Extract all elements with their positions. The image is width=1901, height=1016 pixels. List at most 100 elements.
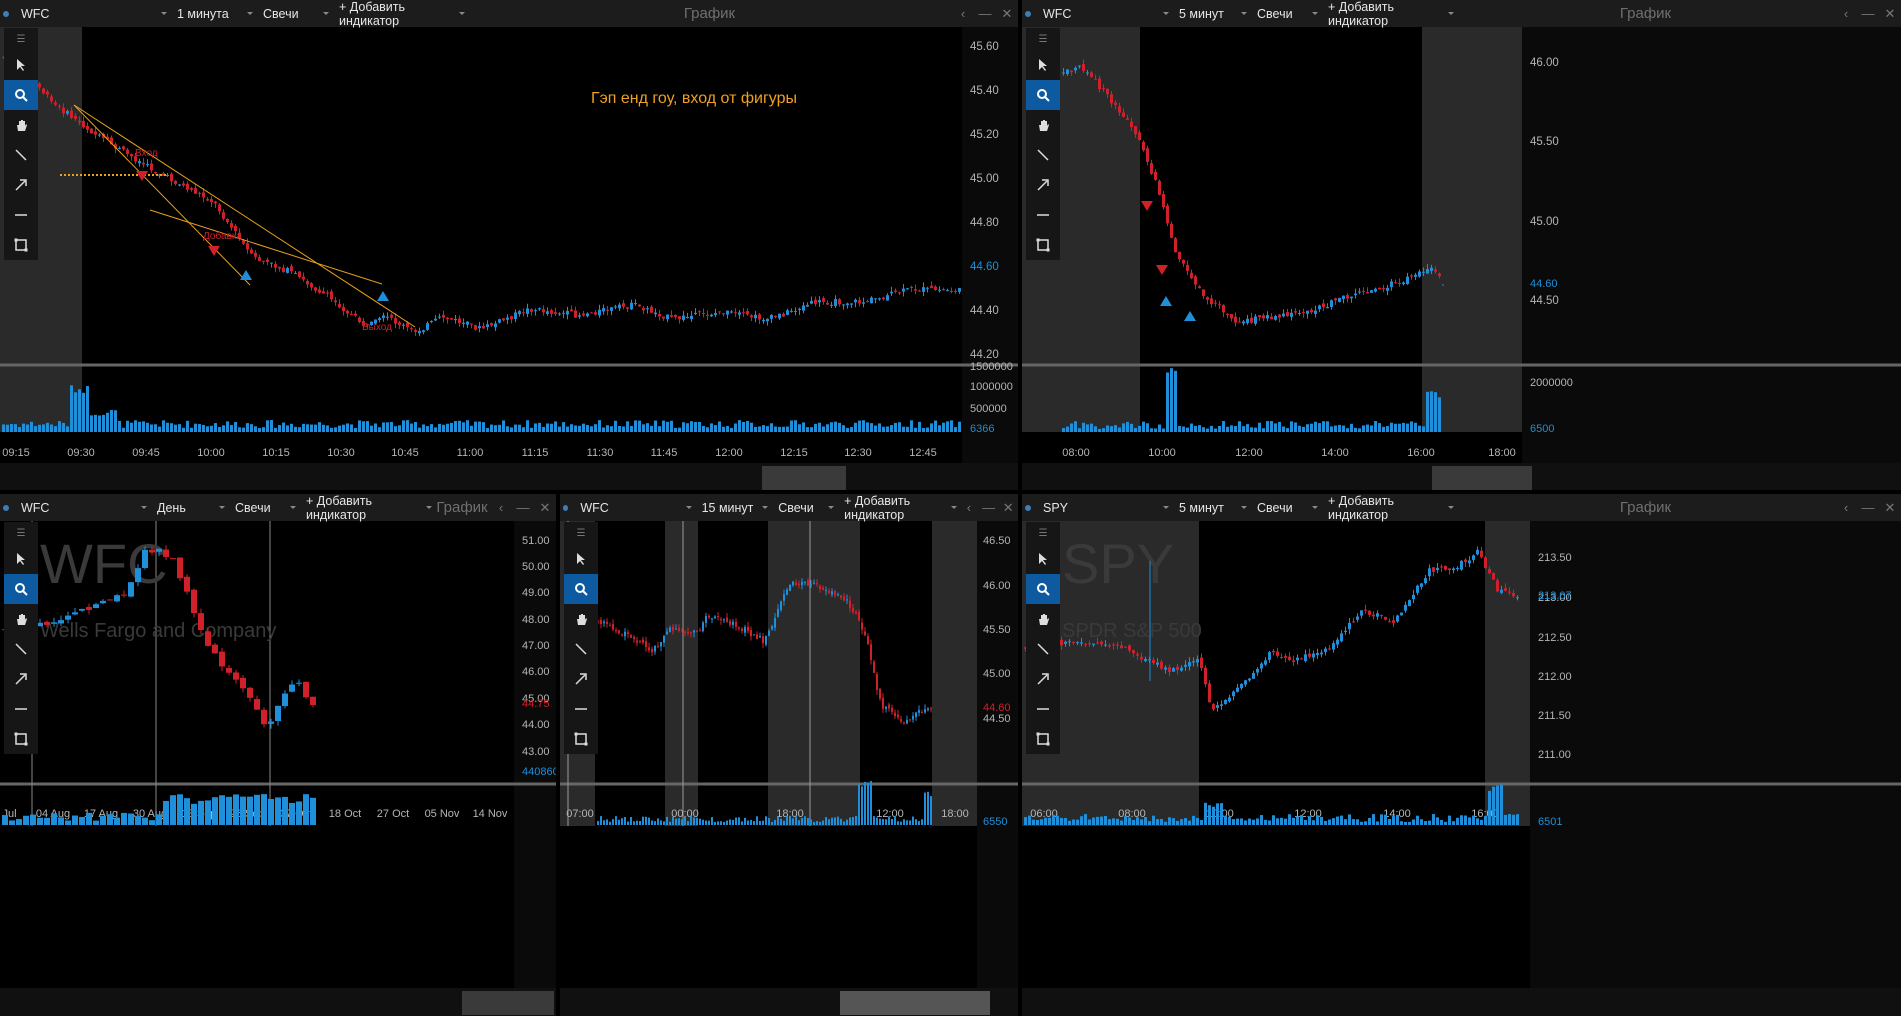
zoom-icon[interactable] (4, 574, 38, 604)
toolbar-grip-icon[interactable]: ☰ (16, 33, 26, 45)
line-icon[interactable] (564, 634, 598, 664)
hand-icon[interactable] (4, 110, 38, 140)
arrow-icon[interactable] (1026, 170, 1060, 200)
symbol-selector[interactable]: WFC (13, 0, 169, 27)
minimize-icon[interactable]: — (978, 6, 992, 21)
volume-bar (2, 424, 5, 432)
navigator-scrollbar[interactable] (0, 463, 1018, 490)
toolbar-grip-icon[interactable]: ☰ (1038, 527, 1048, 539)
navigator-thumb[interactable] (1432, 466, 1532, 490)
zoom-icon[interactable] (564, 574, 598, 604)
volume-bar (786, 426, 789, 432)
interval-selector[interactable]: 5 минут (1171, 494, 1249, 521)
link-dot-icon[interactable] (1025, 10, 1031, 17)
style-selector[interactable]: Свечи (227, 494, 298, 521)
add-indicator-button[interactable]: + Добавить индикатор (836, 494, 959, 522)
arrow-icon[interactable] (564, 664, 598, 694)
navigator-scrollbar[interactable] (1022, 463, 1901, 490)
add-indicator-button[interactable]: + Добавить индикатор (1320, 0, 1456, 28)
line-icon[interactable] (1026, 634, 1060, 664)
add-indicator-button[interactable]: + Добавить индикатор (1320, 494, 1456, 522)
style-selector[interactable]: Свечи (255, 0, 331, 27)
interval-selector[interactable]: День (149, 494, 227, 521)
arrow-icon[interactable] (4, 664, 38, 694)
toolbar-grip-icon[interactable]: ☰ (16, 527, 26, 539)
pointer-icon[interactable] (4, 50, 38, 80)
price-chart[interactable]: 46.00 45.50 45.00 44.50 44.60 2000000 6500 08:0… (1022, 27, 1901, 490)
pointer-icon[interactable] (564, 544, 598, 574)
navigator-scrollbar[interactable] (1022, 988, 1901, 1016)
rect-icon[interactable] (564, 724, 598, 754)
add-indicator-button[interactable]: + Добавить индикатор (298, 494, 434, 522)
time-axis-label: 16:00 (1407, 447, 1435, 459)
hand-icon[interactable] (1026, 110, 1060, 140)
pointer-icon[interactable] (4, 544, 38, 574)
close-icon[interactable]: ✕ (1001, 5, 1013, 21)
close-icon[interactable]: ✕ (1884, 499, 1896, 515)
pointer-icon[interactable] (1026, 544, 1060, 574)
hline-icon[interactable] (1026, 694, 1060, 724)
line-icon[interactable] (1026, 140, 1060, 170)
candle (878, 298, 881, 300)
hand-icon[interactable] (1026, 604, 1060, 634)
line-icon[interactable] (4, 140, 38, 170)
zoom-icon[interactable] (1026, 574, 1060, 604)
rect-icon[interactable] (4, 230, 38, 260)
chevron-left-icon[interactable]: ‹ (498, 500, 504, 515)
link-dot-icon[interactable] (1025, 504, 1031, 511)
rect-icon[interactable] (4, 724, 38, 754)
style-selector[interactable]: Свечи (1249, 0, 1320, 27)
symbol-selector[interactable]: WFC (572, 494, 693, 521)
toolbar-grip-icon[interactable]: ☰ (1038, 33, 1048, 45)
chevron-left-icon[interactable]: ‹ (1843, 500, 1849, 515)
chevron-left-icon[interactable]: ‹ (960, 6, 966, 21)
navigator-scrollbar[interactable] (0, 988, 556, 1016)
price-chart[interactable]: SPY SPDR S&P 500 213.50 213.00 212.50 212.00 2… (1022, 521, 1901, 1016)
link-dot-icon[interactable] (563, 504, 569, 511)
close-icon[interactable]: ✕ (1002, 499, 1014, 515)
rect-icon[interactable] (1026, 724, 1060, 754)
symbol-selector[interactable]: SPY (1035, 494, 1171, 521)
price-chart[interactable]: 45.60 45.40 45.20 45.00 44.80 44.60 44.40 44.20… (0, 27, 1018, 490)
chevron-left-icon[interactable]: ‹ (966, 500, 972, 515)
link-dot-icon[interactable] (3, 10, 9, 17)
link-dot-icon[interactable] (3, 504, 9, 511)
close-icon[interactable]: ✕ (539, 499, 551, 515)
hline-icon[interactable] (564, 694, 598, 724)
price-chart[interactable]: WFC Wells Fargo and Company 51.00 50.00 49.0… (0, 521, 556, 1016)
zoom-icon[interactable] (4, 80, 38, 110)
interval-selector[interactable]: 15 минут (694, 494, 771, 521)
zoom-icon[interactable] (1026, 80, 1060, 110)
toolbar-grip-icon[interactable]: ☰ (576, 527, 586, 539)
style-selector[interactable]: Свечи (1249, 494, 1320, 521)
navigator-scrollbar[interactable] (560, 988, 1018, 1016)
minimize-icon[interactable]: — (516, 500, 530, 515)
minimize-icon[interactable]: — (982, 500, 996, 515)
minimize-icon[interactable]: — (1861, 6, 1875, 21)
hline-icon[interactable] (4, 694, 38, 724)
symbol-selector[interactable]: WFC (13, 494, 149, 521)
navigator-thumb[interactable] (462, 991, 554, 1015)
rect-icon[interactable] (1026, 230, 1060, 260)
chevron-left-icon[interactable]: ‹ (1843, 6, 1849, 21)
style-selector[interactable]: Свечи (770, 494, 836, 521)
pointer-icon[interactable] (1026, 50, 1060, 80)
interval-selector[interactable]: 5 минут (1171, 0, 1249, 27)
hline-icon[interactable] (4, 200, 38, 230)
close-icon[interactable]: ✕ (1884, 5, 1896, 21)
symbol-selector[interactable]: WFC (1035, 0, 1171, 27)
interval-selector[interactable]: 1 минута (169, 0, 255, 27)
arrow-icon[interactable] (1026, 664, 1060, 694)
candle (1290, 312, 1293, 317)
candle (142, 549, 148, 568)
hand-icon[interactable] (564, 604, 598, 634)
add-indicator-button[interactable]: + Добавить индикатор (331, 0, 467, 28)
minimize-icon[interactable]: — (1861, 500, 1875, 515)
arrow-icon[interactable] (4, 170, 38, 200)
navigator-thumb[interactable] (840, 991, 990, 1015)
hand-icon[interactable] (4, 604, 38, 634)
line-icon[interactable] (4, 634, 38, 664)
hline-icon[interactable] (1026, 200, 1060, 230)
navigator-thumb[interactable] (762, 466, 846, 490)
